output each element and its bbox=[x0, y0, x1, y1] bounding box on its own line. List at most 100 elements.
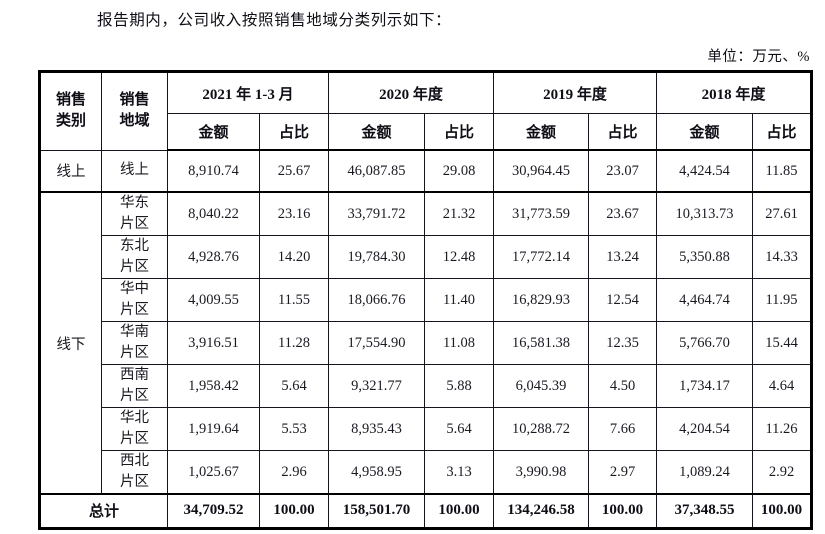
region-cell: 西南片区 bbox=[101, 364, 168, 409]
region-cell: 华北片区 bbox=[101, 407, 168, 452]
ratio-cell: 12.54 bbox=[588, 278, 657, 323]
amount-cell: 4,424.54 bbox=[656, 149, 753, 193]
ratio-cell: 13.24 bbox=[588, 235, 657, 280]
amount-cell: 8,910.74 bbox=[167, 149, 260, 193]
amount-cell: 17,554.90 bbox=[328, 321, 425, 366]
ratio-cell: 27.61 bbox=[752, 191, 812, 237]
header-sales-region: 销售地域 bbox=[101, 71, 168, 151]
ratio-cell: 5.64 bbox=[259, 364, 329, 409]
ratio-cell: 11.85 bbox=[752, 149, 812, 193]
ratio-cell: 7.66 bbox=[588, 407, 657, 452]
ratio-cell: 14.20 bbox=[259, 235, 329, 280]
header-ratio-2019: 占比 bbox=[588, 113, 657, 151]
ratio-cell: 2.96 bbox=[259, 450, 329, 495]
amount-cell: 17,772.14 bbox=[493, 235, 589, 280]
amount-cell: 18,066.76 bbox=[328, 278, 425, 323]
ratio-cell: 5.88 bbox=[424, 364, 494, 409]
region-label: 西南片区 bbox=[120, 367, 149, 405]
ratio-cell: 29.08 bbox=[424, 149, 494, 193]
total-amount-cell: 134,246.58 bbox=[493, 493, 589, 529]
unit-label: 单位：万元、% bbox=[707, 49, 810, 65]
ratio-cell: 11.55 bbox=[259, 278, 329, 323]
amount-cell: 5,350.88 bbox=[656, 235, 753, 280]
region-cell: 线上 bbox=[101, 149, 168, 193]
header-ratio-2021: 占比 bbox=[259, 113, 329, 151]
region-cell: 华中片区 bbox=[101, 278, 168, 323]
header-ratio-2018: 占比 bbox=[752, 113, 812, 151]
header-period-2020: 2020 年度 bbox=[328, 71, 494, 114]
region-label: 华东片区 bbox=[120, 195, 149, 233]
amount-cell: 31,773.59 bbox=[493, 191, 589, 237]
ratio-cell: 25.67 bbox=[259, 149, 329, 193]
region-cell: 东北片区 bbox=[101, 235, 168, 280]
amount-cell: 1,089.24 bbox=[656, 450, 753, 495]
category-cell-offline: 线下 bbox=[39, 191, 102, 495]
ratio-cell: 2.92 bbox=[752, 450, 812, 495]
ratio-cell: 21.32 bbox=[424, 191, 494, 237]
header-period-2019: 2019 年度 bbox=[493, 71, 657, 114]
ratio-cell: 11.26 bbox=[752, 407, 812, 452]
total-ratio-cell: 100.00 bbox=[588, 493, 657, 529]
header-amount-2021: 金额 bbox=[167, 113, 260, 151]
ratio-cell: 23.16 bbox=[259, 191, 329, 237]
amount-cell: 8,040.22 bbox=[167, 191, 260, 237]
region-label: 华北片区 bbox=[120, 410, 149, 448]
total-label-cell: 总计 bbox=[39, 493, 168, 529]
amount-cell: 16,581.38 bbox=[493, 321, 589, 366]
total-amount-cell: 37,348.55 bbox=[656, 493, 753, 529]
amount-cell: 16,829.93 bbox=[493, 278, 589, 323]
ratio-cell: 11.40 bbox=[424, 278, 494, 323]
amount-cell: 3,990.98 bbox=[493, 450, 589, 495]
region-cell: 华东片区 bbox=[101, 191, 168, 237]
ratio-cell: 11.28 bbox=[259, 321, 329, 366]
amount-cell: 33,791.72 bbox=[328, 191, 425, 237]
amount-cell: 4,958.95 bbox=[328, 450, 425, 495]
amount-cell: 30,964.45 bbox=[493, 149, 589, 193]
table-row: 西南片区 1,958.42 5.64 9,321.77 5.88 6,045.3… bbox=[40, 364, 812, 409]
ratio-cell: 15.44 bbox=[752, 321, 812, 366]
ratio-cell: 5.64 bbox=[424, 407, 494, 452]
ratio-cell: 5.53 bbox=[259, 407, 329, 452]
total-ratio-cell: 100.00 bbox=[752, 493, 812, 529]
ratio-cell: 11.08 bbox=[424, 321, 494, 366]
header-period-2021: 2021 年 1-3 月 bbox=[167, 71, 329, 114]
table-row-online: 线上 线上 8,910.74 25.67 46,087.85 29.08 30,… bbox=[39, 149, 812, 193]
amount-cell: 10,313.73 bbox=[656, 191, 753, 237]
ratio-cell: 12.48 bbox=[424, 235, 494, 280]
total-ratio-cell: 100.00 bbox=[259, 493, 329, 529]
header-sales-region-label: 销售地域 bbox=[119, 91, 150, 130]
total-ratio-cell: 100.00 bbox=[424, 493, 494, 529]
table-row: 西北片区 1,025.67 2.96 4,958.95 3.13 3,990.9… bbox=[40, 450, 812, 495]
ratio-cell: 14.33 bbox=[752, 235, 812, 280]
amount-cell: 6,045.39 bbox=[493, 364, 589, 409]
header-sales-category: 销售类别 bbox=[39, 71, 102, 151]
amount-cell: 10,288.72 bbox=[493, 407, 589, 452]
header-sales-category-label: 销售类别 bbox=[55, 91, 86, 130]
total-amount-cell: 158,501.70 bbox=[328, 493, 425, 529]
header-amount-2019: 金额 bbox=[493, 113, 589, 151]
ratio-cell: 3.13 bbox=[424, 450, 494, 495]
revenue-by-region-table: 销售类别 销售地域 2021 年 1-3 月 2020 年度 2019 年度 2… bbox=[38, 70, 813, 530]
table-row-total: 总计 34,709.52 100.00 158,501.70 100.00 13… bbox=[39, 493, 812, 529]
amount-cell: 1,734.17 bbox=[656, 364, 753, 409]
category-cell-online: 线上 bbox=[39, 149, 102, 193]
amount-cell: 9,321.77 bbox=[328, 364, 425, 409]
table-row: 华北片区 1,919.64 5.53 8,935.43 5.64 10,288.… bbox=[40, 407, 812, 452]
total-amount-cell: 34,709.52 bbox=[167, 493, 260, 529]
header-row-measures: 金额 占比 金额 占比 金额 占比 金额 占比 bbox=[40, 113, 812, 151]
intro-text: 报告期内，公司收入按照销售地域分类列示如下： bbox=[97, 12, 452, 29]
header-amount-2018: 金额 bbox=[656, 113, 753, 151]
header-period-2018: 2018 年度 bbox=[656, 71, 812, 114]
amount-cell: 8,935.43 bbox=[328, 407, 425, 452]
region-label: 华南片区 bbox=[120, 324, 149, 362]
ratio-cell: 2.97 bbox=[588, 450, 657, 495]
amount-cell: 46,087.85 bbox=[328, 149, 425, 193]
region-label: 东北片区 bbox=[120, 238, 149, 276]
ratio-cell: 23.07 bbox=[588, 149, 657, 193]
amount-cell: 1,958.42 bbox=[167, 364, 260, 409]
ratio-cell: 12.35 bbox=[588, 321, 657, 366]
header-amount-2020: 金额 bbox=[328, 113, 425, 151]
region-label: 线上 bbox=[120, 162, 149, 179]
amount-cell: 1,919.64 bbox=[167, 407, 260, 452]
